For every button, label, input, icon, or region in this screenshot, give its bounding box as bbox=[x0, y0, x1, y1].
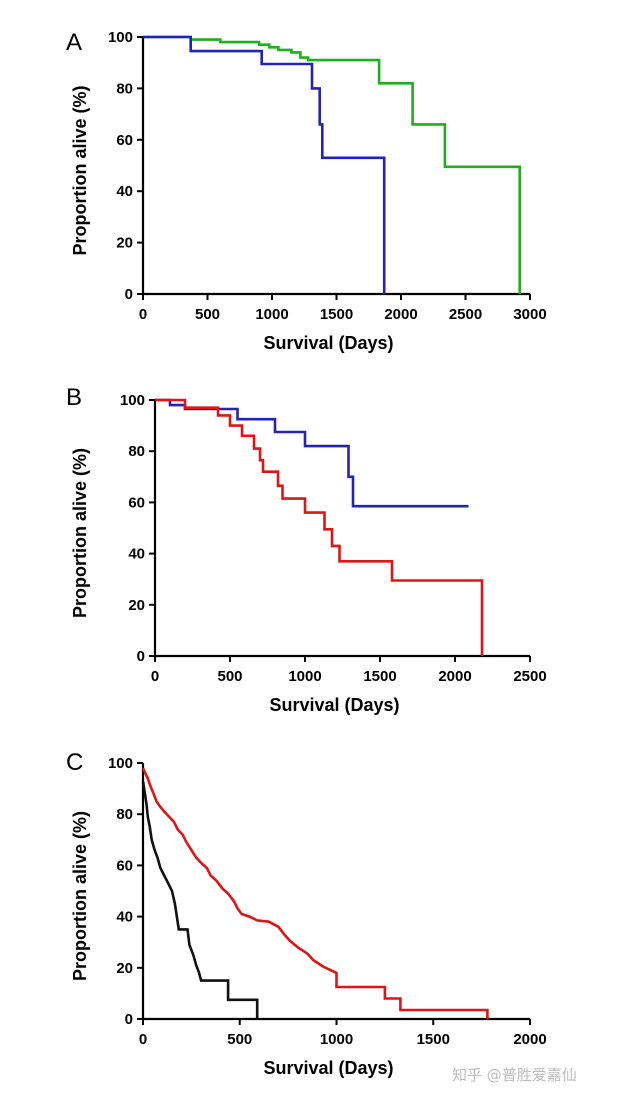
y-tick-label: 80 bbox=[128, 443, 145, 460]
x-tick-label: 500 bbox=[195, 306, 220, 323]
x-tick-label: 2000 bbox=[513, 1031, 546, 1048]
x-tick-label: 1000 bbox=[320, 1031, 353, 1048]
y-tick-label: 80 bbox=[116, 806, 133, 823]
x-axis-title: Survival (Days) bbox=[269, 695, 399, 715]
x-tick-label: 1500 bbox=[417, 1031, 450, 1048]
y-axis-title: Proportion alive (%) bbox=[70, 811, 90, 981]
y-tick-label: 20 bbox=[128, 597, 145, 614]
y-tick-label: 40 bbox=[128, 546, 145, 563]
series-line-1 bbox=[143, 35, 522, 294]
y-tick-label: 60 bbox=[116, 132, 133, 149]
x-tick-label: 1500 bbox=[363, 668, 396, 685]
y-tick-label: 0 bbox=[125, 286, 133, 303]
y-axis-title: Proportion alive (%) bbox=[70, 85, 90, 255]
y-tick-label: 100 bbox=[108, 29, 133, 46]
x-tick-label: 2500 bbox=[513, 668, 546, 685]
panel-label: C bbox=[66, 749, 83, 776]
x-tick-label: 0 bbox=[139, 306, 147, 323]
y-tick-label: 40 bbox=[116, 183, 133, 200]
x-axis-title: Survival (Days) bbox=[263, 333, 393, 353]
series-line-2 bbox=[155, 398, 484, 656]
y-tick-label: 40 bbox=[116, 909, 133, 926]
y-tick-label: 60 bbox=[116, 857, 133, 874]
x-tick-label: 1000 bbox=[255, 306, 288, 323]
x-tick-label: 2500 bbox=[449, 306, 482, 323]
y-tick-label: 60 bbox=[128, 494, 145, 511]
x-tick-label: 3000 bbox=[513, 306, 546, 323]
y-tick-label: 0 bbox=[137, 648, 145, 665]
y-tick-label: 20 bbox=[116, 960, 133, 977]
panel-label: B bbox=[66, 384, 82, 411]
y-tick-label: 100 bbox=[108, 755, 133, 772]
panel-label: A bbox=[66, 29, 82, 56]
x-tick-label: 2000 bbox=[384, 306, 417, 323]
y-tick-label: 100 bbox=[120, 392, 145, 409]
y-tick-label: 80 bbox=[116, 80, 133, 97]
series-line-2 bbox=[141, 780, 259, 1019]
series-line-2 bbox=[143, 35, 386, 294]
x-tick-label: 1500 bbox=[320, 306, 353, 323]
x-axis-title: Survival (Days) bbox=[263, 1058, 393, 1078]
series-line-1 bbox=[141, 767, 489, 1019]
series-line-1 bbox=[155, 398, 469, 508]
y-tick-label: 20 bbox=[116, 235, 133, 252]
x-tick-label: 2000 bbox=[438, 668, 471, 685]
watermark: 知乎 @普胜爱嘉仙 bbox=[452, 1066, 577, 1084]
x-tick-label: 500 bbox=[217, 668, 242, 685]
x-tick-label: 500 bbox=[227, 1031, 252, 1048]
x-tick-label: 0 bbox=[151, 668, 159, 685]
x-tick-label: 0 bbox=[139, 1031, 147, 1048]
y-tick-label: 0 bbox=[125, 1011, 133, 1028]
y-axis-title: Proportion alive (%) bbox=[70, 448, 90, 618]
x-tick-label: 1000 bbox=[288, 668, 321, 685]
